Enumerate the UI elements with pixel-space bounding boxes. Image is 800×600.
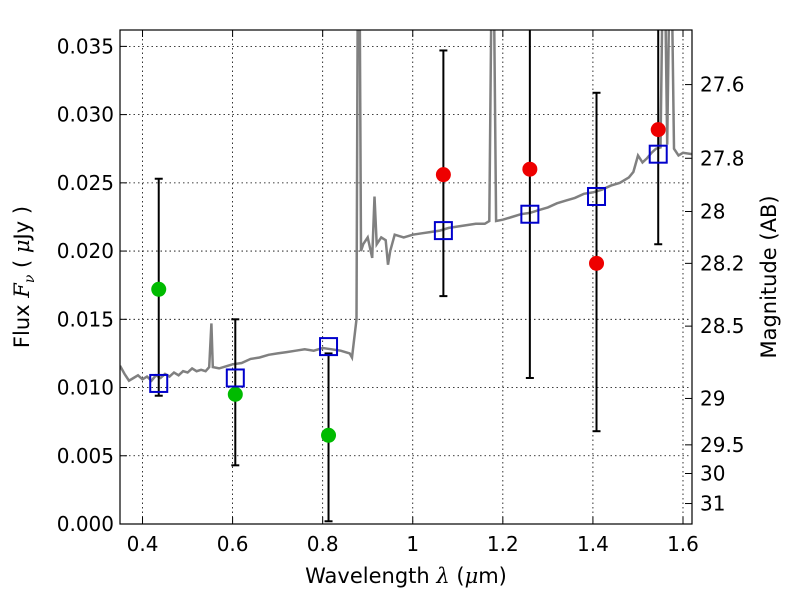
blue-square-point	[225, 368, 245, 388]
green-circle-point	[227, 386, 243, 402]
y2-axis-label: Magnitude (AB)	[757, 195, 781, 358]
y2-tick-label: 28.5	[700, 314, 745, 338]
y-tick-label: 0.000	[57, 512, 114, 536]
y2-tick-label: 30	[700, 462, 725, 486]
x-tick-label: 1.6	[667, 532, 699, 556]
y-tick-label: 0.010	[57, 376, 114, 400]
x-tick-label: 0.4	[127, 532, 159, 556]
model-spectrum-line	[120, 30, 692, 383]
y-tick-label: 0.035	[57, 34, 114, 58]
x-tick-label: 0.6	[217, 532, 249, 556]
y-tick-label: 0.020	[57, 239, 114, 263]
y-tick-label: 0.025	[57, 171, 114, 195]
blue-square-point	[319, 337, 339, 357]
x-tick-label: 1	[406, 532, 419, 556]
blue-square-point	[433, 221, 453, 241]
x-tick-label: 0.8	[307, 532, 339, 556]
x-tick-label: 1.4	[577, 532, 609, 556]
data-points	[149, 122, 668, 443]
blue-square-point	[648, 144, 668, 164]
green-circle-point	[321, 427, 337, 443]
red-circle-point	[650, 122, 666, 138]
blue-square-point	[587, 186, 607, 206]
y-tick-label: 0.015	[57, 307, 114, 331]
axis-ticks: 0.4 0.6 0.8 1 1.2 1.4 1.6 0.000 0.005 0.010 0.015 0…	[57, 30, 745, 556]
plot-frame	[119, 29, 693, 525]
y2-tick-label: 28.2	[700, 251, 745, 275]
x-axis-label: Wavelength λ (μm)	[305, 564, 507, 588]
plot-area	[120, 30, 692, 523]
y2-tick-label: 29.5	[700, 433, 745, 457]
error-bars	[154, 30, 663, 523]
grid-lines	[120, 30, 692, 525]
x-tick-label: 1.2	[487, 532, 519, 556]
y2-tick-label: 28	[700, 199, 725, 223]
y2-tick-label: 31	[700, 492, 725, 516]
y2-tick-label: 27.6	[700, 73, 745, 97]
y2-tick-label: 29	[700, 386, 725, 410]
y-tick-label: 0.030	[57, 103, 114, 127]
red-circle-point	[589, 255, 605, 271]
blue-square-point	[149, 373, 169, 393]
green-circle-point	[151, 281, 167, 297]
y2-tick-label: 27.8	[700, 146, 745, 170]
y-tick-label: 0.005	[57, 444, 114, 468]
blue-square-point	[520, 204, 540, 224]
red-circle-point	[522, 161, 538, 177]
y-axis-label: Flux Fν ( μJy )	[10, 206, 38, 348]
red-circle-point	[435, 167, 451, 183]
